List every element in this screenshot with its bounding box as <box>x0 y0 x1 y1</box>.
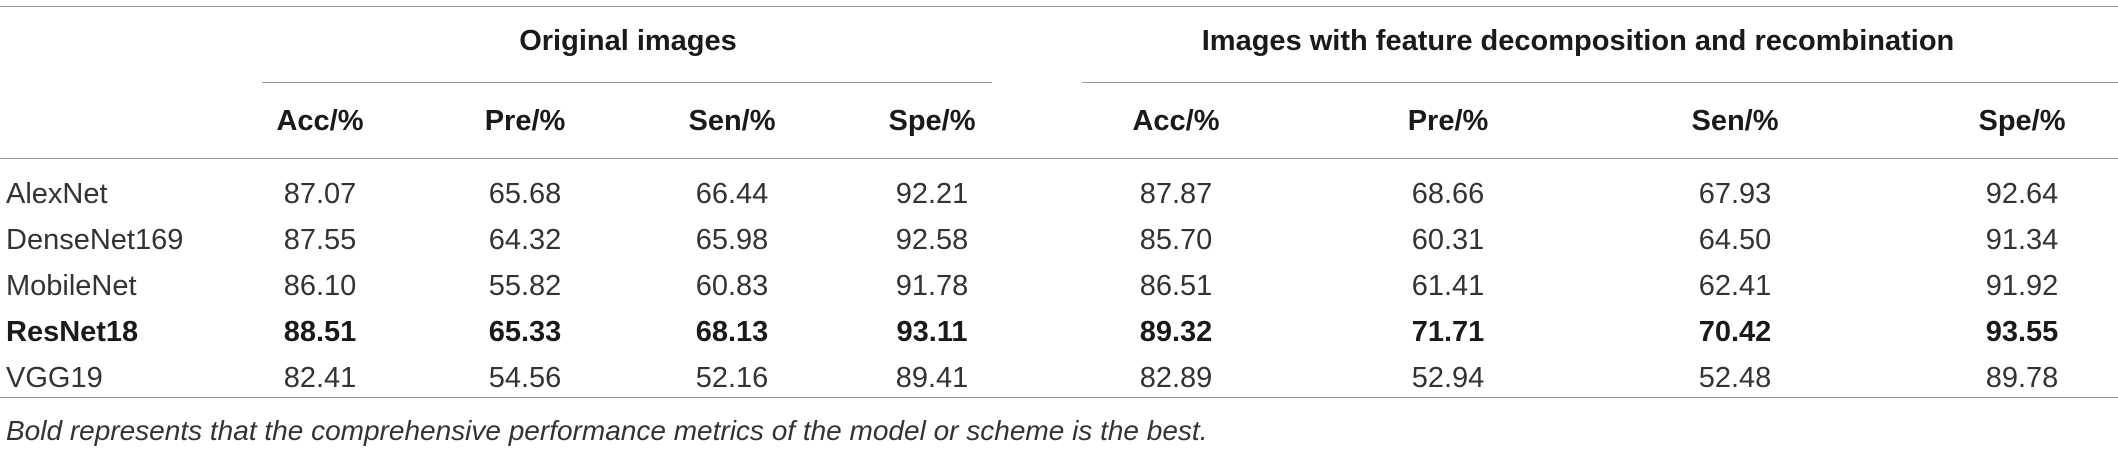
column-header: Acc/% <box>1132 105 1220 137</box>
group-underline-decomposition <box>1082 82 2118 83</box>
table-cell: 91.78 <box>895 270 969 302</box>
table-cell: 62.41 <box>1698 270 1772 302</box>
table-cell: 65.68 <box>488 178 562 210</box>
table-cell: 60.31 <box>1411 224 1485 256</box>
table-cell: 93.11 <box>896 316 968 348</box>
table-footnote: Bold represents that the comprehensive p… <box>6 415 1208 446</box>
column-header: Sen/% <box>1691 105 1779 137</box>
table-cell: 61.41 <box>1411 270 1485 302</box>
table-cell: 89.32 <box>1139 316 1213 348</box>
table-cell: 85.70 <box>1139 224 1213 256</box>
table-cell: 87.07 <box>283 178 357 210</box>
table-cell: 71.71 <box>1411 316 1485 348</box>
table-cell: 92.21 <box>895 178 969 210</box>
table-cell: 87.55 <box>283 224 357 256</box>
table-cell: 67.93 <box>1698 178 1772 210</box>
table-cell: 65.98 <box>695 224 769 256</box>
table-cell: 68.13 <box>695 316 769 348</box>
table-cell: 86.51 <box>1139 270 1213 302</box>
header-bottom-rule <box>0 158 2118 159</box>
table-cell: 82.41 <box>283 362 357 394</box>
table-cell: 86.10 <box>283 270 357 302</box>
row-label: AlexNet <box>6 178 108 210</box>
column-header: Spe/% <box>888 105 976 137</box>
table-cell: 68.66 <box>1411 178 1485 210</box>
table-cell: 88.51 <box>283 316 357 348</box>
table-cell: 55.82 <box>488 270 562 302</box>
row-label: DenseNet169 <box>6 224 184 256</box>
group-title-decomposition: Images with feature decomposition and re… <box>1201 25 1955 57</box>
table-cell: 52.48 <box>1698 362 1772 394</box>
column-header: Sen/% <box>688 105 776 137</box>
table-top-rule <box>0 6 2118 7</box>
table-cell: 91.92 <box>1985 270 2059 302</box>
column-header: Acc/% <box>276 105 364 137</box>
table-cell: 89.41 <box>895 362 969 394</box>
table-cell: 87.87 <box>1139 178 1213 210</box>
table-cell: 91.34 <box>1985 224 2059 256</box>
table-cell: 93.55 <box>1985 316 2059 348</box>
table-cell: 82.89 <box>1139 362 1213 394</box>
table-cell: 52.94 <box>1411 362 1485 394</box>
group-title-original: Original images <box>519 25 737 57</box>
column-header: Pre/% <box>1407 105 1489 137</box>
table-cell: 66.44 <box>695 178 769 210</box>
group-underline-original <box>262 82 992 83</box>
table-cell: 92.64 <box>1985 178 2059 210</box>
column-header: Pre/% <box>484 105 566 137</box>
table-bottom-rule <box>0 397 2118 398</box>
table-cell: 54.56 <box>488 362 562 394</box>
table-cell: 64.50 <box>1698 224 1772 256</box>
table-cell: 92.58 <box>895 224 969 256</box>
table-cell: 60.83 <box>695 270 769 302</box>
row-label: ResNet18 <box>6 316 139 348</box>
column-header: Spe/% <box>1978 105 2066 137</box>
row-label: MobileNet <box>6 270 137 302</box>
table-cell: 89.78 <box>1985 362 2059 394</box>
table-cell: 64.32 <box>488 224 562 256</box>
table-cell: 65.33 <box>488 316 562 348</box>
table-cell: 70.42 <box>1698 316 1772 348</box>
row-label: VGG19 <box>6 362 103 394</box>
table-cell: 52.16 <box>695 362 769 394</box>
